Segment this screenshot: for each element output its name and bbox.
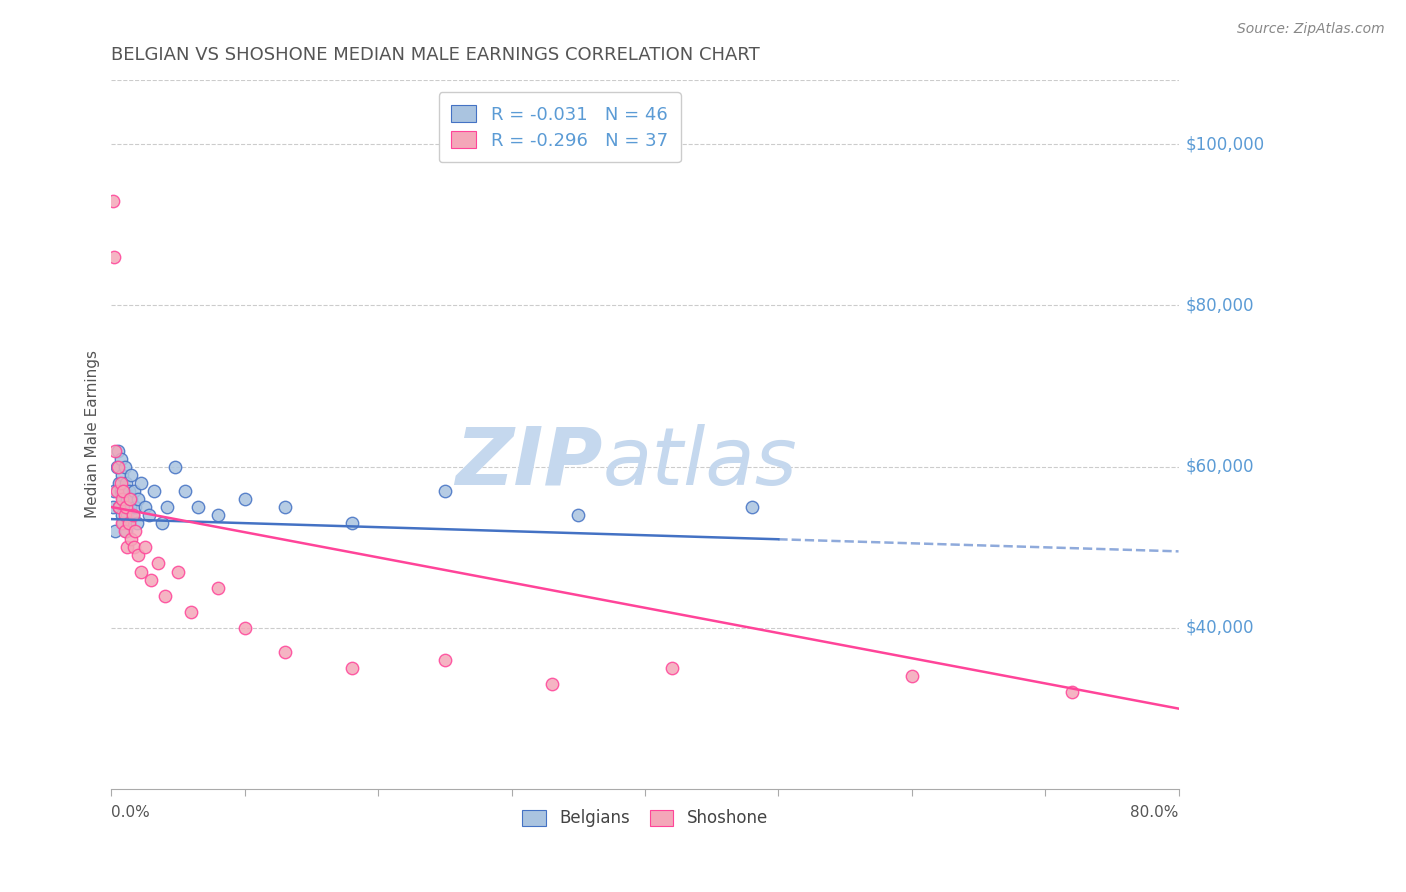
Point <box>153 589 176 603</box>
Point <box>121 508 143 522</box>
Point <box>107 459 129 474</box>
Point <box>207 508 229 522</box>
Point <box>173 483 195 498</box>
Point <box>114 524 136 539</box>
Point <box>741 500 763 514</box>
Point <box>900 669 922 683</box>
Point <box>108 500 131 514</box>
Point <box>114 483 136 498</box>
Point <box>141 573 163 587</box>
Point <box>104 524 127 539</box>
Point <box>125 516 148 530</box>
Text: 0.0%: 0.0% <box>111 805 150 821</box>
Point <box>127 491 149 506</box>
Point <box>567 508 589 522</box>
Text: Source: ZipAtlas.com: Source: ZipAtlas.com <box>1237 22 1385 37</box>
Point <box>115 524 138 539</box>
Text: 80.0%: 80.0% <box>1130 805 1178 821</box>
Point <box>105 459 128 474</box>
Point <box>120 491 142 506</box>
Point <box>115 475 138 490</box>
Point <box>108 500 131 514</box>
Point <box>233 491 256 506</box>
Point <box>107 443 129 458</box>
Point <box>114 459 136 474</box>
Text: $100,000: $100,000 <box>1185 136 1264 153</box>
Point <box>122 483 145 498</box>
Point <box>114 508 136 522</box>
Point <box>118 483 141 498</box>
Point <box>117 491 139 506</box>
Point <box>121 508 143 522</box>
Point <box>167 565 190 579</box>
Point <box>118 516 141 530</box>
Point <box>101 194 124 208</box>
Point <box>233 621 256 635</box>
Text: $40,000: $40,000 <box>1185 619 1254 637</box>
Point <box>165 459 187 474</box>
Point <box>112 491 135 506</box>
Point <box>1060 685 1083 699</box>
Point <box>120 533 142 547</box>
Point <box>111 516 134 530</box>
Point <box>129 565 152 579</box>
Point <box>103 250 125 264</box>
Point <box>274 645 297 659</box>
Point <box>180 605 202 619</box>
Point <box>117 508 139 522</box>
Point <box>433 483 456 498</box>
Point <box>146 557 169 571</box>
Point <box>661 661 683 675</box>
Point <box>122 541 145 555</box>
Point <box>103 483 125 498</box>
Point <box>111 491 134 506</box>
Text: $60,000: $60,000 <box>1185 458 1254 475</box>
Point <box>120 491 142 506</box>
Point <box>111 508 134 522</box>
Point <box>150 516 173 530</box>
Point <box>143 483 166 498</box>
Point <box>134 541 156 555</box>
Point <box>115 500 138 514</box>
Text: atlas: atlas <box>602 424 797 502</box>
Point <box>138 508 160 522</box>
Point <box>207 581 229 595</box>
Y-axis label: Median Male Earnings: Median Male Earnings <box>86 351 100 518</box>
Point <box>129 475 152 490</box>
Point <box>124 500 146 514</box>
Point <box>127 549 149 563</box>
Point <box>101 500 124 514</box>
Point <box>111 467 134 482</box>
Legend: Belgians, Shoshone: Belgians, Shoshone <box>516 803 775 834</box>
Point <box>110 451 132 466</box>
Point <box>187 500 209 514</box>
Point <box>105 483 128 498</box>
Point <box>156 500 179 514</box>
Point <box>274 500 297 514</box>
Point <box>340 516 363 530</box>
Point <box>540 677 562 691</box>
Point <box>112 516 135 530</box>
Text: BELGIAN VS SHOSHONE MEDIAN MALE EARNINGS CORRELATION CHART: BELGIAN VS SHOSHONE MEDIAN MALE EARNINGS… <box>111 46 761 64</box>
Point <box>340 661 363 675</box>
Point <box>110 475 132 490</box>
Point <box>117 541 139 555</box>
Point <box>124 524 146 539</box>
Point <box>110 483 132 498</box>
Point <box>114 500 136 514</box>
Point <box>112 483 135 498</box>
Point <box>134 500 156 514</box>
Point <box>120 467 142 482</box>
Point <box>433 653 456 667</box>
Text: ZIP: ZIP <box>456 424 602 502</box>
Point <box>120 500 142 514</box>
Point <box>118 516 141 530</box>
Point <box>104 443 127 458</box>
Text: $80,000: $80,000 <box>1185 296 1254 315</box>
Point <box>108 475 131 490</box>
